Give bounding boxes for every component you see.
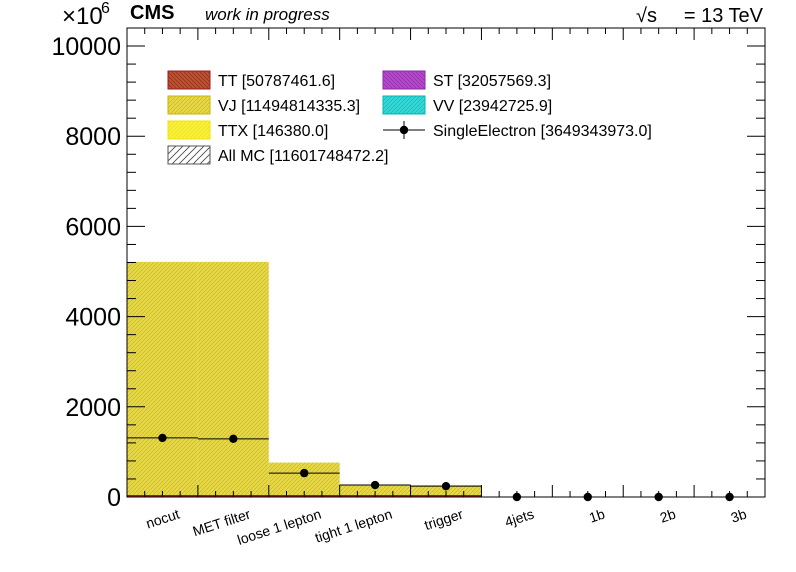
legend-label-3: VV [23942725.9] [433, 98, 552, 115]
xtick-label-8: 3b [729, 506, 749, 526]
data-point-2 [268, 468, 340, 478]
xtick-label-7: 2b [658, 506, 678, 526]
data-point-4 [410, 481, 482, 491]
legend-item-5: SingleElectron [3649343973.0] [383, 121, 652, 140]
legend-item-6: All MC [11601748472.2] [167, 145, 388, 165]
ytick-label-2: 4000 [65, 304, 121, 332]
legend-label-2: VJ [11494814335.3] [218, 98, 360, 115]
ytick-label-3: 6000 [65, 213, 121, 241]
status-label: work in progress [205, 5, 330, 24]
legend-item-2: VJ [11494814335.3] [167, 95, 360, 115]
legend-label-6: All MC [11601748472.2] [218, 148, 388, 165]
legend-label-4: TTX [146380.0] [218, 123, 328, 140]
legend-label-1: ST [32057569.3] [433, 73, 551, 90]
legend-item-4: TTX [146380.0] [167, 120, 328, 140]
xtick-label-5: 4jets [503, 506, 536, 530]
ytick-label-5: 10000 [51, 33, 121, 61]
xtick-label-6: 1b [587, 506, 607, 526]
bar-2-0 [127, 261, 198, 496]
legend-item-1: ST [32057569.3] [382, 70, 551, 90]
energy-label: = 13 TeV [684, 5, 764, 27]
sqrt-s-label: √s [636, 5, 657, 27]
data-point-3 [339, 480, 411, 490]
xtick-label-0: nocut [144, 506, 182, 532]
data-point-0 [127, 433, 198, 443]
legend-label-0: TT [50787461.6] [218, 73, 335, 90]
cms-label: CMS [130, 2, 175, 24]
y-multiplier: ×10 [62, 3, 103, 30]
xtick-label-3: tight 1 lepton [313, 506, 394, 546]
legend-item-3: VV [23942725.9] [382, 95, 552, 115]
data-point-1 [197, 434, 269, 444]
ytick-label-0: 0 [107, 484, 121, 512]
header: ×106 √s = 13 TeV [62, 0, 764, 30]
ytick-label-1: 2000 [65, 394, 121, 422]
ytick-label-4: 8000 [65, 123, 121, 151]
y-multiplier-exponent: 6 [101, 0, 110, 17]
stacked-bars [127, 261, 482, 497]
bar-2-1 [197, 261, 269, 496]
legend: TT [50787461.6] ST [32057569.3] VJ [114948… [167, 70, 652, 165]
bar-2-3 [339, 485, 411, 497]
legend-label-5: SingleElectron [3649343973.0] [433, 123, 652, 140]
xtick-label-4: trigger [422, 506, 465, 534]
legend-item-0: TT [50787461.6] [167, 70, 335, 90]
